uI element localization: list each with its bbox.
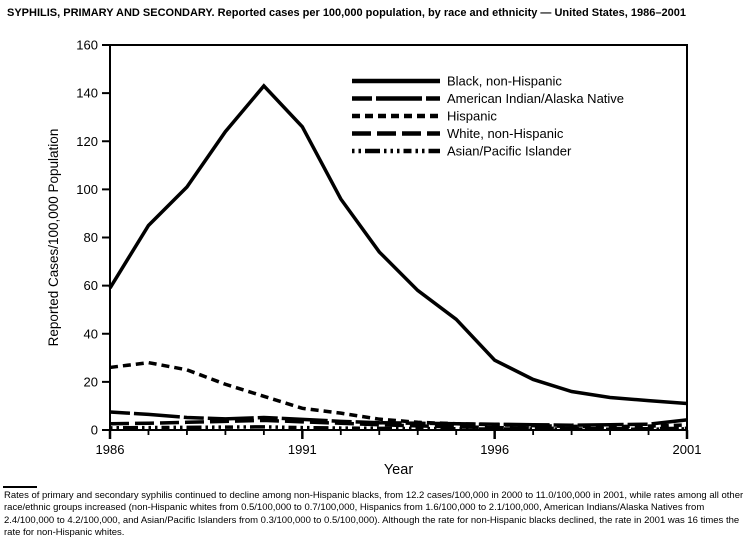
series-line-white-non-hispanic bbox=[109, 418, 688, 431]
y-tick-label: 120 bbox=[76, 134, 98, 149]
y-tick-label: 80 bbox=[84, 230, 98, 245]
x-tick-label: 1986 bbox=[96, 442, 125, 457]
figure-title: SYPHILIS, PRIMARY AND SECONDARY. Reporte… bbox=[7, 7, 686, 19]
footnote-rule bbox=[3, 486, 37, 488]
x-tick-label: 1996 bbox=[480, 442, 509, 457]
series-line-asian-pacific-islander bbox=[109, 425, 688, 432]
legend-item-black-non-hispanic: Black, non-Hispanic bbox=[352, 74, 562, 89]
y-tick-label: 160 bbox=[76, 38, 98, 53]
legend: Black, non-Hispanic American Indian/Alask… bbox=[352, 74, 624, 159]
legend-label-black-non-hispanic: Black, non-Hispanic bbox=[447, 74, 562, 89]
legend-label-american-indian-alaska-native: American Indian/Alaska Native bbox=[447, 91, 624, 106]
legend-item-american-indian-alaska-native: American Indian/Alaska Native bbox=[352, 91, 624, 106]
syphilis-rate-line-chart: 0 20 40 60 80 100 120 140 160 1986 1991 1996 2001 Yea… bbox=[46, 38, 702, 479]
y-tick-label: 140 bbox=[76, 86, 98, 101]
legend-label-white-non-hispanic: White, non-Hispanic bbox=[447, 126, 564, 141]
x-tick-label: 1991 bbox=[288, 442, 317, 457]
series-line-black-non-hispanic bbox=[108, 83, 688, 406]
y-tick-label: 100 bbox=[76, 182, 98, 197]
x-axis-label: Year bbox=[384, 462, 413, 478]
legend-label-asian-pacific-islander: Asian/Pacific Islander bbox=[447, 144, 572, 159]
legend-item-hispanic: Hispanic bbox=[352, 109, 497, 124]
x-tick-label: 2001 bbox=[673, 442, 702, 457]
y-tick-label: 60 bbox=[84, 278, 98, 293]
y-tick-label: 20 bbox=[84, 374, 98, 389]
footnote-text: Rates of primary and secondary syphilis … bbox=[4, 490, 744, 539]
series-line-hispanic bbox=[109, 360, 688, 429]
legend-item-white-non-hispanic: White, non-Hispanic bbox=[352, 126, 564, 141]
legend-label-hispanic: Hispanic bbox=[447, 109, 497, 124]
y-tick-label: 40 bbox=[84, 326, 98, 341]
series-line-american-indian-alaska-native bbox=[109, 410, 688, 427]
legend-item-asian-pacific-islander: Asian/Pacific Islander bbox=[352, 144, 572, 159]
y-axis-label: Reported Cases/100,000 Population bbox=[46, 129, 61, 347]
y-tick-label: 0 bbox=[91, 423, 98, 438]
